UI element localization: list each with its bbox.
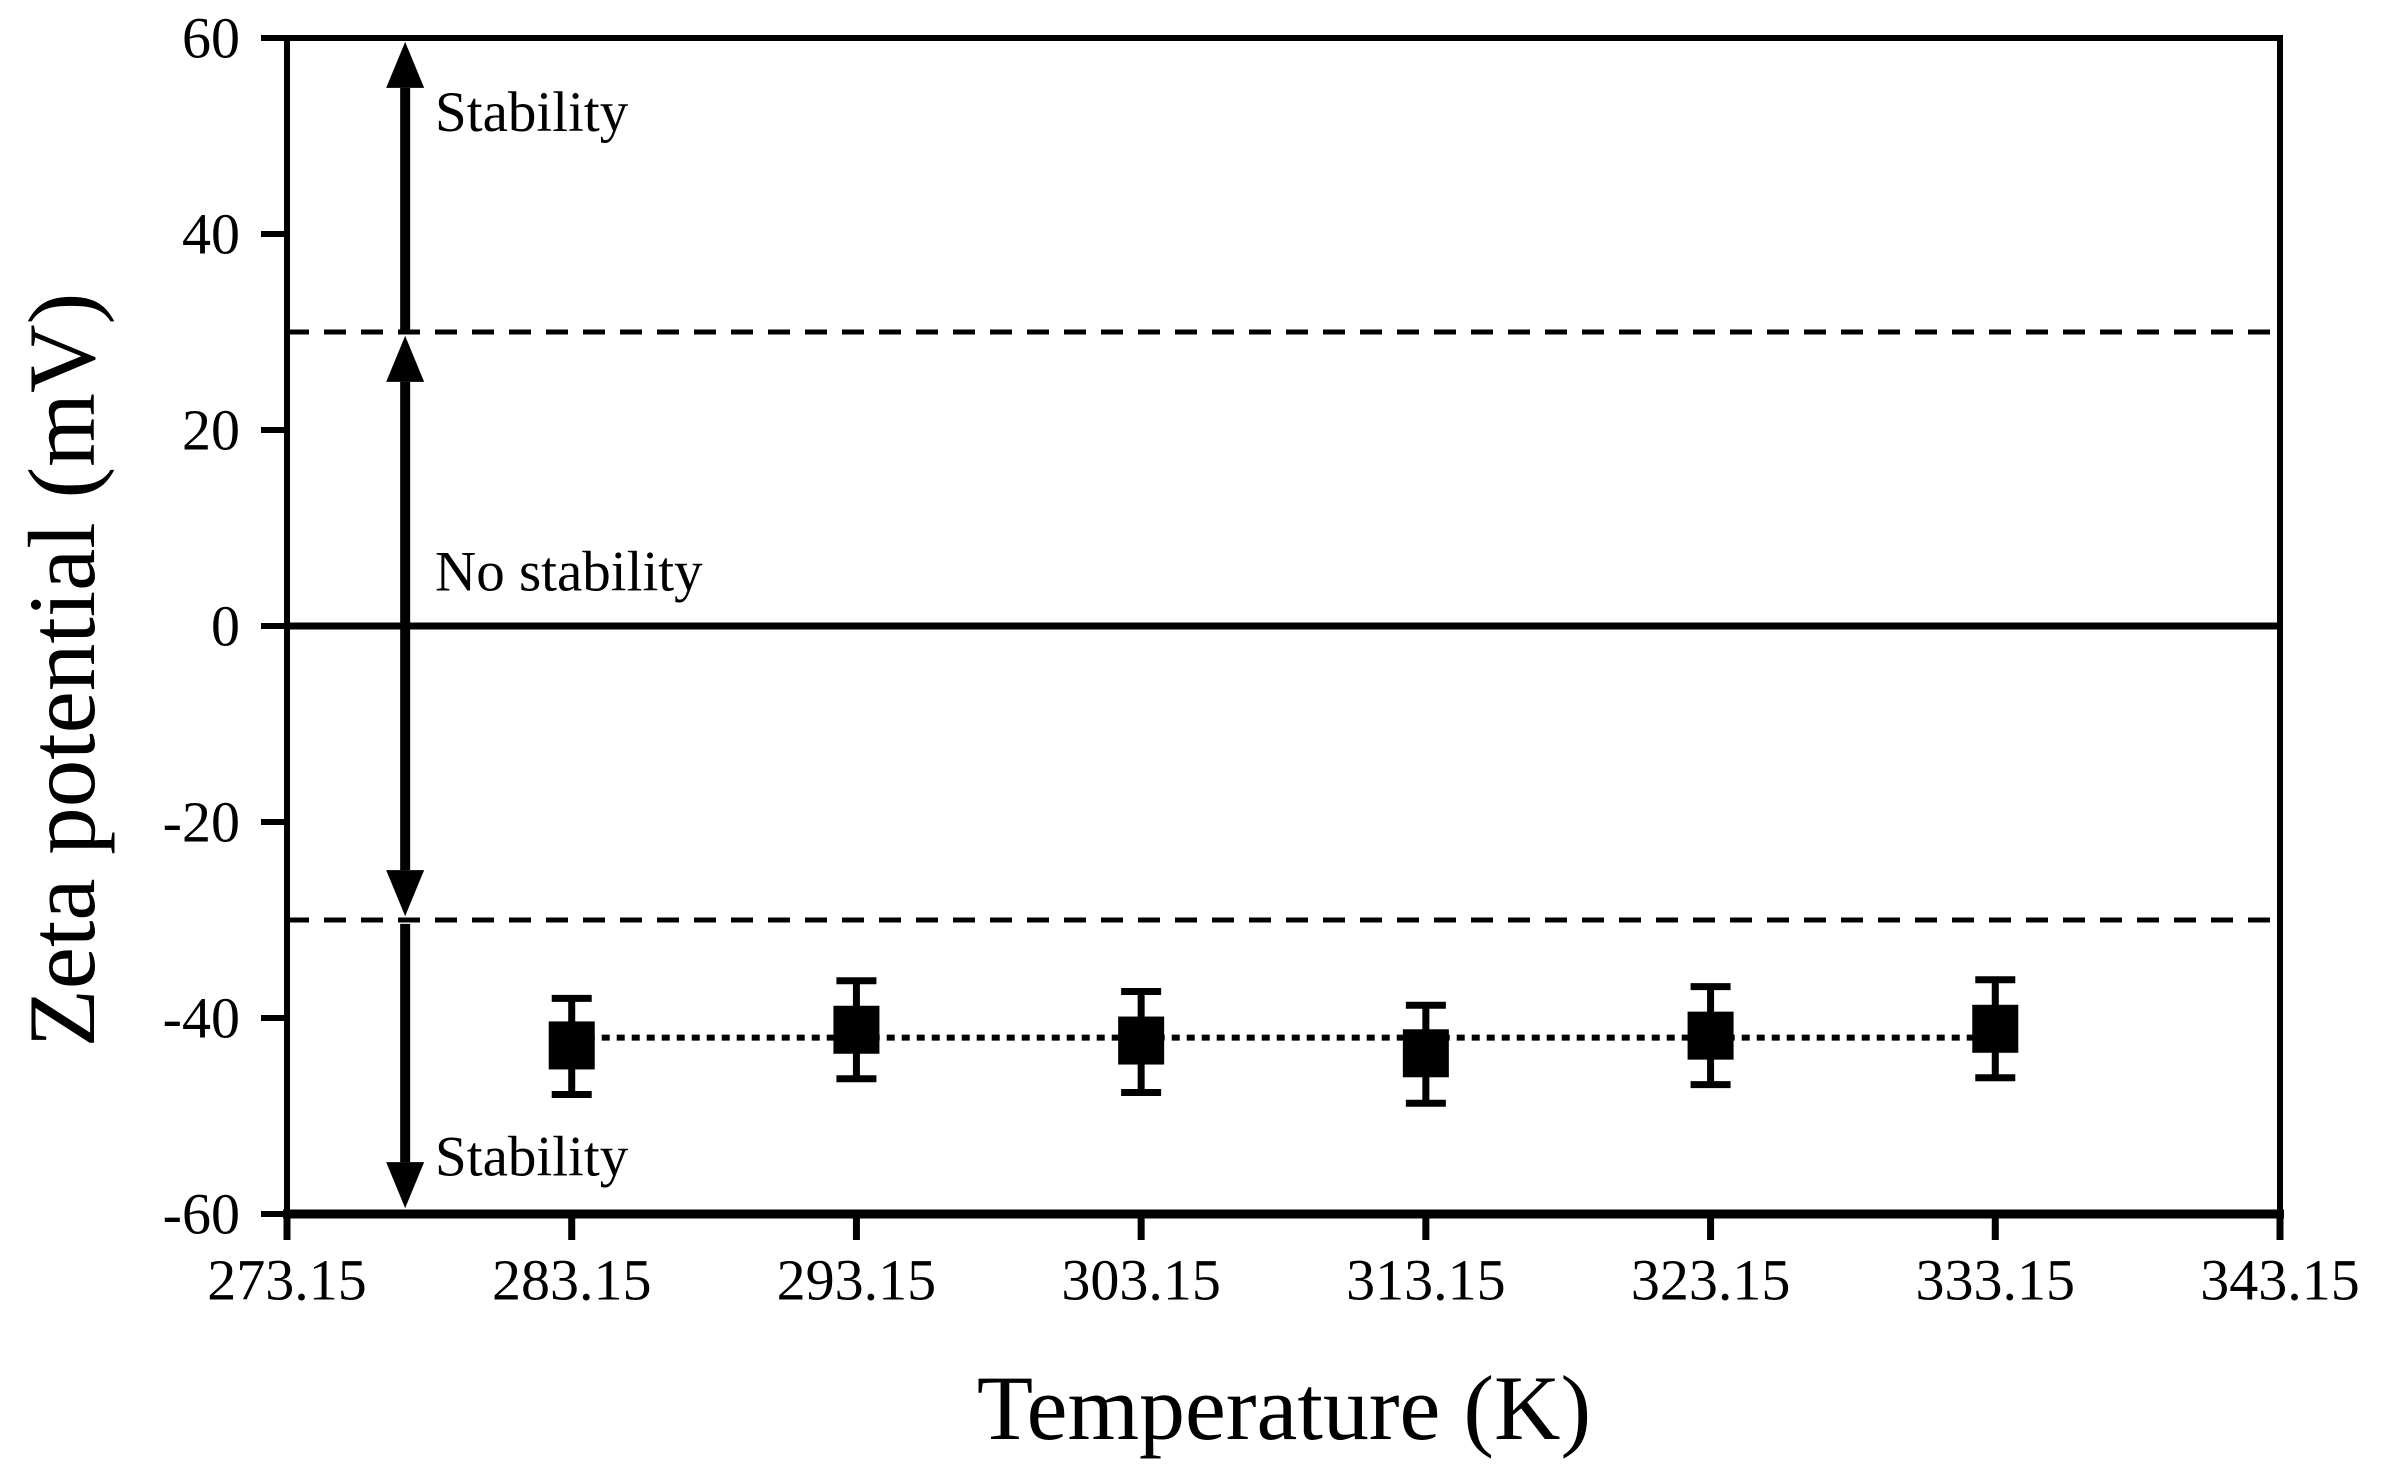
- x-axis-title: Temperature (K): [977, 1357, 1591, 1459]
- data-point-marker: [1687, 1011, 1734, 1060]
- y-axis-title: Zeta potential (mV): [9, 293, 115, 1047]
- no-stability-label: No stability: [435, 541, 703, 604]
- stability-label-bottom: Stability: [435, 1126, 629, 1189]
- stability-label-top: Stability: [435, 81, 629, 144]
- data-point-marker: [833, 1005, 880, 1054]
- x-tick-label: 313.15: [1346, 1248, 1506, 1313]
- y-tick-label: -20: [163, 790, 240, 855]
- x-tick-label: 333.15: [1916, 1248, 2076, 1313]
- x-tick-label: 323.15: [1631, 1248, 1791, 1313]
- y-tick-label: 0: [211, 594, 240, 659]
- data-point-marker: [1118, 1016, 1165, 1065]
- x-tick-label: 283.15: [492, 1248, 652, 1313]
- x-tick-label: 293.15: [777, 1248, 937, 1313]
- x-tick-label: 303.15: [1061, 1248, 1221, 1313]
- y-tick-label: 20: [182, 398, 240, 463]
- data-point-marker: [1972, 1004, 2019, 1053]
- y-tick-label: -60: [163, 1182, 240, 1247]
- x-tick-label: 273.15: [207, 1248, 367, 1313]
- no-stability-arrow-head-down: [386, 870, 425, 917]
- stability-lower-arrow-head-down: [386, 1162, 425, 1209]
- x-tick-label: 343.15: [2200, 1248, 2360, 1313]
- stability-upper-arrow-head-up: [386, 41, 425, 88]
- data-point-marker: [548, 1021, 595, 1070]
- y-tick-label: 40: [182, 202, 240, 267]
- y-tick-label: 60: [182, 6, 240, 71]
- no-stability-arrow-head-up: [386, 335, 425, 382]
- data-point-marker: [1402, 1029, 1449, 1078]
- y-tick-label: -40: [163, 986, 240, 1051]
